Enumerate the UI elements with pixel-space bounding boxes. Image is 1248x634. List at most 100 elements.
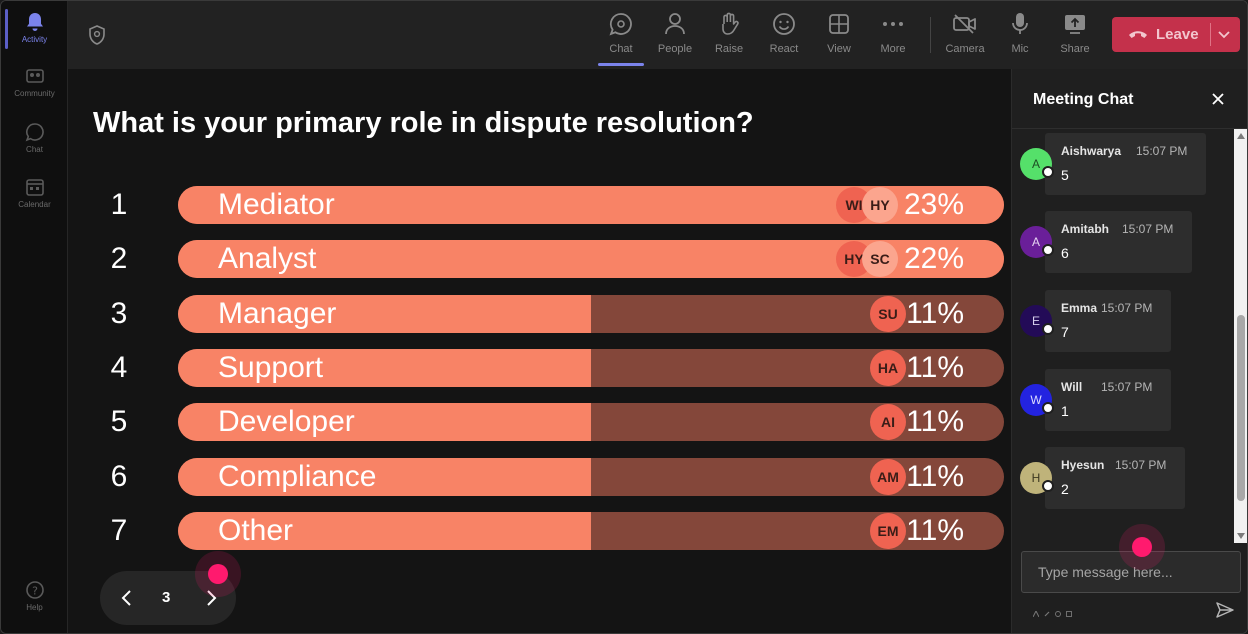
- poll-option-number: 1: [110, 188, 128, 221]
- poll-result-bar: Other EM 11%: [178, 511, 1004, 550]
- page-number: 3: [162, 589, 171, 606]
- community-icon: [24, 65, 46, 87]
- toolbar-camera-button[interactable]: Camera: [938, 11, 992, 55]
- view-grid-icon: [826, 11, 852, 37]
- send-icon[interactable]: [1215, 601, 1235, 624]
- poll-question: What is your primary role in dispute res…: [93, 107, 754, 139]
- poll-option-label: Mediator: [218, 188, 335, 221]
- chat-timestamp: 15:07 PM: [1101, 301, 1153, 315]
- poll-stage: What is your primary role in dispute res…: [68, 69, 1011, 633]
- raise-hand-icon: [716, 11, 742, 37]
- chat-message-bubble: Emma 15:07 PM 7: [1045, 290, 1171, 352]
- chat-header-divider: [1012, 128, 1247, 129]
- chevron-down-icon[interactable]: [1216, 26, 1232, 47]
- chat-message-text: 5: [1061, 167, 1069, 183]
- poll-result-bar: Support HA 11%: [178, 348, 1004, 387]
- poll-result-fill: [178, 348, 591, 387]
- toolbar-people-button[interactable]: People: [648, 11, 702, 55]
- rail-item-chat[interactable]: Chat: [1, 121, 68, 154]
- rail-item-activity[interactable]: Activity: [1, 11, 68, 44]
- mic-icon: [1007, 11, 1033, 37]
- toolbar-more-button[interactable]: More: [866, 11, 920, 55]
- meeting-toolbar: Chat People Raise React View: [68, 1, 1247, 69]
- gif-icon[interactable]: [1066, 604, 1072, 617]
- camera-off-icon: [952, 11, 978, 37]
- chat-timestamp: 15:07 PM: [1136, 144, 1188, 158]
- toolbar-chat-button[interactable]: Chat: [594, 11, 648, 55]
- pointer-indicator: [208, 564, 228, 584]
- chat-message-bubble: Aishwarya 15:07 PM 5: [1045, 133, 1206, 195]
- poll-option-row: 7 Other EM 11%: [68, 511, 1011, 550]
- chevron-left-icon[interactable]: [118, 588, 136, 613]
- attach-icon[interactable]: [1044, 604, 1050, 617]
- poll-option-percent: 11%: [906, 459, 964, 493]
- toolbar-button-label: View: [827, 43, 851, 55]
- chat-sender-name: Hyesun: [1061, 458, 1105, 472]
- rail-item-help[interactable]: ? Help: [1, 579, 68, 612]
- voter-avatar: HY: [862, 187, 898, 223]
- pointer-indicator: [1132, 537, 1152, 557]
- poll-option-number: 2: [110, 242, 128, 276]
- toolbar-button-label: People: [657, 43, 693, 55]
- bell-icon: [24, 11, 46, 33]
- presence-status-icon: [1042, 244, 1054, 256]
- chat-sender-name: Amitabh: [1061, 222, 1109, 236]
- chat-message-text: 1: [1061, 403, 1069, 419]
- leave-divider: [1210, 23, 1211, 46]
- chat-icon: [24, 121, 46, 143]
- toolbar-share-button[interactable]: Share: [1048, 11, 1102, 55]
- toolbar-button-label: React: [769, 43, 799, 55]
- rail-item-community[interactable]: Community: [1, 65, 68, 98]
- chat-sender-name: Will: [1061, 380, 1083, 394]
- poll-option-label: Compliance: [218, 459, 377, 493]
- rail-active-indicator: [5, 9, 8, 49]
- toolbar-button-label: Raise: [714, 43, 744, 55]
- toolbar-raise-button[interactable]: Raise: [702, 11, 756, 55]
- format-toolbar: [1032, 604, 1072, 618]
- presence-status-icon: [1042, 323, 1054, 335]
- phone-hangup-icon: [1128, 26, 1148, 44]
- rail-item-label: Chat: [26, 145, 43, 154]
- toolbar-react-button[interactable]: React: [757, 11, 811, 55]
- close-icon[interactable]: [1210, 91, 1226, 112]
- format-icon[interactable]: [1032, 604, 1040, 618]
- scroll-thumb[interactable]: [1237, 315, 1245, 501]
- emoji-icon[interactable]: [1055, 604, 1061, 617]
- scroll-down-arrow[interactable]: [1237, 533, 1245, 539]
- app-rail: Activity Community Chat Calendar ? Help: [1, 1, 68, 633]
- shield-icon[interactable]: [88, 25, 106, 50]
- poll-option-row: 5 Developer AI 11%: [68, 403, 1011, 442]
- leave-button[interactable]: Leave: [1112, 17, 1240, 52]
- scroll-up-arrow[interactable]: [1237, 133, 1245, 139]
- poll-result-fill: [178, 294, 591, 333]
- chat-sender-name: Aishwarya: [1061, 144, 1122, 158]
- poll-option-row: 4 Support HA 11%: [68, 348, 1011, 387]
- poll-option-number: 7: [110, 513, 128, 547]
- poll-option-percent: 11%: [906, 405, 964, 439]
- toolbar-view-button[interactable]: View: [812, 11, 866, 55]
- poll-result-fill: [178, 403, 591, 442]
- chat-timestamp: 15:07 PM: [1101, 380, 1153, 394]
- poll-result-bar: Analyst HY SC 22%: [178, 240, 1004, 279]
- poll-option-percent: 11%: [906, 350, 964, 384]
- chat-sender-name: Emma: [1061, 301, 1098, 315]
- rail-item-calendar[interactable]: Calendar: [1, 176, 68, 209]
- toolbar-mic-button[interactable]: Mic: [993, 11, 1047, 55]
- chat-message-input[interactable]: [1021, 551, 1241, 593]
- chevron-right-icon[interactable]: [202, 588, 220, 613]
- chat-message-text: 7: [1061, 324, 1069, 340]
- rail-item-label: Help: [26, 603, 43, 612]
- rail-item-label: Activity: [21, 35, 48, 44]
- chat-message-text: 2: [1061, 481, 1069, 497]
- rail-item-label: Calendar: [18, 200, 51, 209]
- chat-timestamp: 15:07 PM: [1122, 222, 1174, 236]
- presence-status-icon: [1042, 480, 1054, 492]
- leave-button-label: Leave: [1156, 26, 1199, 43]
- chat-message-bubble: Hyesun 15:07 PM 2: [1045, 447, 1185, 509]
- chat-timestamp: 15:07 PM: [1115, 458, 1167, 472]
- chat-scrollbar[interactable]: [1234, 129, 1247, 543]
- poll-result-bar: Mediator WI HY 23%: [178, 186, 1004, 224]
- poll-option-label: Other: [218, 513, 294, 547]
- poll-result-fill: [178, 457, 591, 496]
